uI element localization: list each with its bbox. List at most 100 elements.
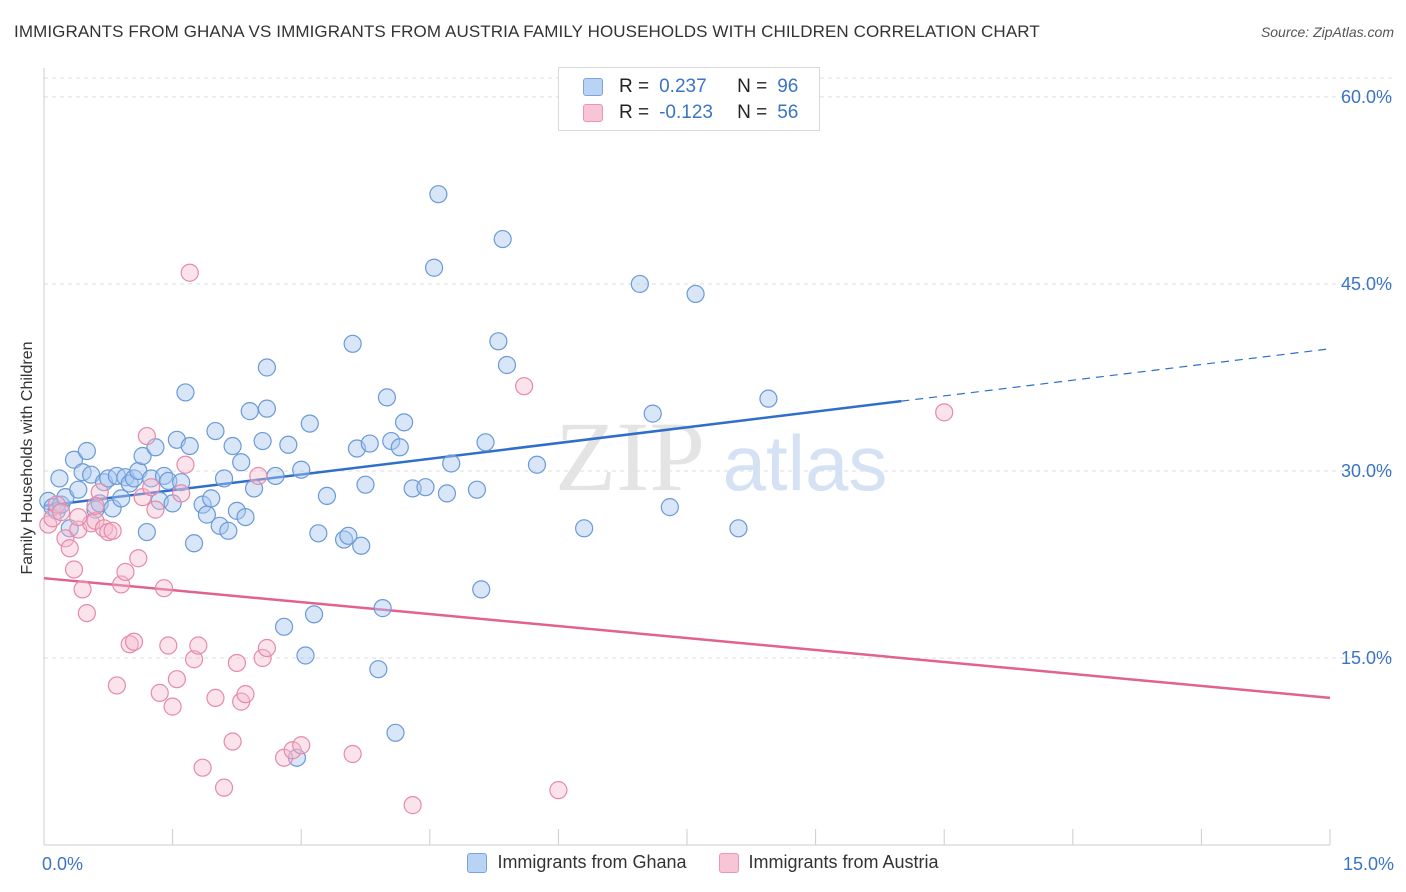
austria-point — [150, 683, 169, 702]
ghana-point — [527, 455, 547, 474]
austria-point — [107, 676, 126, 695]
ghana-point — [630, 274, 649, 294]
ghana-point — [133, 446, 152, 466]
ghana-point — [69, 480, 88, 499]
ghana-point — [257, 358, 277, 377]
ghana-point — [180, 436, 199, 456]
ghana-point — [202, 489, 221, 508]
legend-n-value-austria: 56 — [777, 102, 799, 123]
austria-point — [236, 685, 255, 704]
austria-point — [227, 653, 246, 673]
watermark-atlas: atlas — [723, 419, 888, 507]
ghana-point — [266, 466, 285, 486]
ghana-point — [232, 453, 251, 472]
ghana-point — [489, 332, 508, 351]
austria-point — [403, 796, 422, 815]
ghana-point — [643, 404, 662, 423]
ghana-point — [279, 435, 298, 454]
chart-title: IMMIGRANTS FROM GHANA VS IMMIGRANTS FROM… — [14, 22, 1040, 41]
ghana-point — [343, 334, 362, 353]
ghana-point — [394, 413, 414, 432]
austria-point — [176, 455, 195, 474]
y-tick-label: 60.0% — [1341, 87, 1392, 107]
austria-point — [77, 603, 96, 623]
austria-point — [189, 636, 208, 655]
ghana-point — [206, 421, 225, 441]
legend-r-label-ghana: R = — [619, 76, 650, 97]
ghana-point — [729, 519, 748, 538]
y-axis-label: Family Households with Children — [19, 341, 36, 575]
austria-point — [206, 688, 225, 707]
austria-point — [935, 403, 954, 422]
austria-point — [56, 529, 75, 548]
ghana-point — [236, 507, 255, 527]
x-tick-label: 0.0% — [42, 854, 83, 874]
ghana-point — [497, 355, 517, 375]
ghana-point — [373, 599, 392, 618]
bottom-legend-label-ghana: Immigrants from Ghana — [497, 852, 687, 872]
legend-row-austria: R = -0.123 N = 56 — [583, 101, 798, 125]
bottom-legend-swatch-ghana — [467, 852, 488, 873]
ghana-point — [369, 660, 388, 679]
ghana-point — [300, 414, 319, 433]
austria-point — [214, 778, 234, 797]
austria-points — [39, 263, 954, 815]
austria-point — [253, 648, 272, 668]
ghana-point — [759, 389, 778, 408]
ghana-point — [210, 516, 229, 535]
ghana-point — [386, 723, 405, 742]
austria-trend-line — [43, 576, 1331, 700]
austria-point — [124, 632, 144, 651]
ghana-point — [176, 383, 195, 402]
watermark-zip: ZIP — [555, 401, 705, 512]
ghana-point — [317, 486, 337, 506]
ghana-point — [77, 441, 96, 461]
ghana-point — [493, 229, 512, 249]
austria-point — [249, 466, 268, 486]
tick-labels: 15.0% 30.0% 45.0% 60.0% 0.0% 15.0% — [42, 87, 1394, 874]
ghana-point — [214, 469, 234, 488]
austria-point — [129, 549, 148, 568]
ghana-point — [360, 434, 379, 453]
austria-point — [292, 736, 311, 755]
ghana-point — [64, 450, 84, 469]
ghana-points — [39, 185, 778, 767]
austria-point — [515, 377, 534, 396]
ghana-point — [223, 436, 242, 456]
austria-point — [159, 636, 178, 655]
ghana-point — [429, 185, 448, 204]
ghana-point — [377, 388, 397, 407]
bottom-legend-austria: Immigrants from Austria — [718, 852, 939, 873]
legend-row-ghana: R = 0.237 N = 96 — [583, 75, 798, 99]
ghana-point — [309, 524, 328, 543]
ghana-point — [416, 478, 435, 497]
austria-point — [146, 500, 165, 519]
ghana-point — [112, 489, 131, 508]
legend-swatch-ghana — [583, 78, 603, 96]
austria-point — [283, 741, 302, 760]
ghana-point — [274, 617, 294, 636]
legend-r-label-austria: R = — [619, 102, 650, 123]
legend-n-value-ghana: 96 — [777, 76, 799, 97]
austria-point — [223, 732, 242, 751]
ghana-point — [660, 498, 679, 517]
austria-point — [154, 579, 174, 598]
y-tick-label: 30.0% — [1341, 461, 1392, 481]
y-tick-label: 45.0% — [1341, 274, 1392, 294]
austria-point — [60, 539, 79, 558]
austria-point — [116, 562, 135, 582]
ghana-point — [240, 402, 259, 421]
legend-r-value-ghana: 0.237 — [659, 76, 707, 97]
ghana-point — [442, 454, 461, 473]
bottom-legend: Immigrants from Ghana Immigrants from Au… — [0, 852, 1406, 873]
austria-point — [86, 496, 105, 515]
austria-point — [142, 478, 161, 497]
ghana-point — [476, 433, 495, 452]
austria-point — [257, 638, 277, 658]
ghana-point — [437, 484, 457, 503]
austria-point — [137, 426, 156, 446]
ghana-point — [257, 399, 277, 418]
austria-point — [163, 697, 182, 716]
watermark: ZIP atlas — [555, 401, 887, 512]
legend-r-value-austria: -0.123 — [659, 102, 713, 123]
